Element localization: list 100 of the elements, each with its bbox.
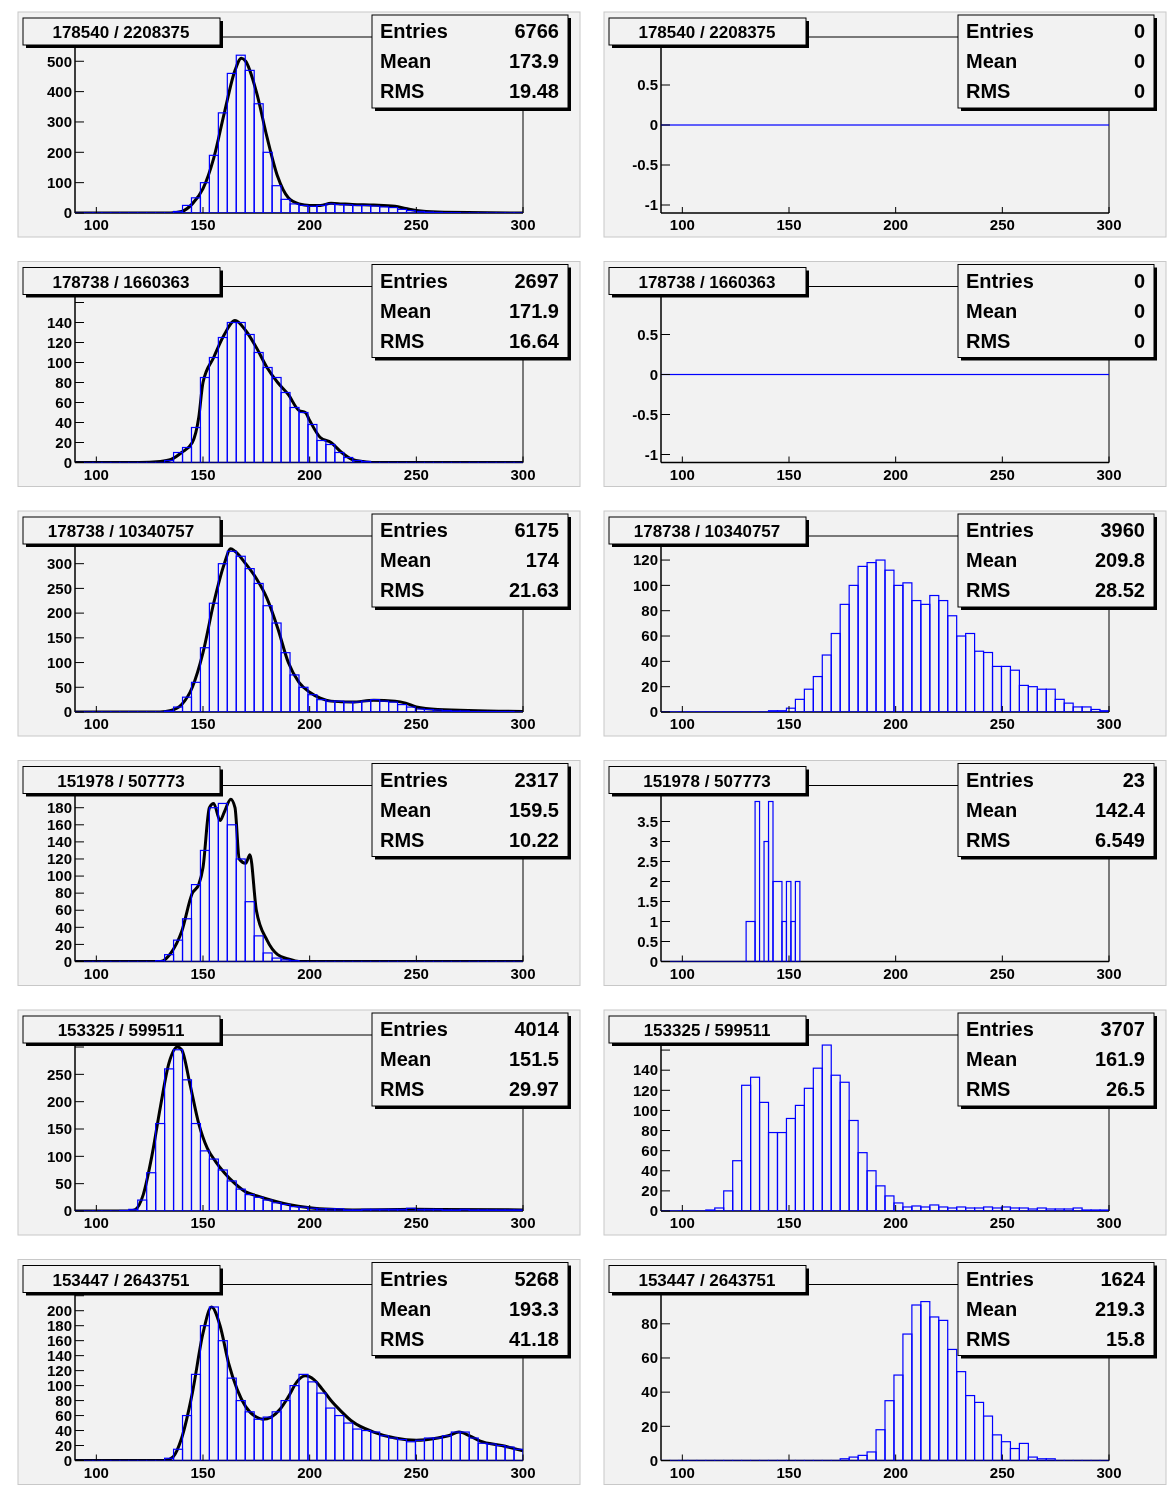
annotation: Mean bbox=[966, 1048, 1018, 1070]
annotation: Entries bbox=[380, 1018, 448, 1040]
x-tick-label: 300 bbox=[510, 715, 536, 732]
x-tick-label: 100 bbox=[669, 216, 695, 233]
x-tick-label: 150 bbox=[190, 465, 216, 483]
y-tick-label: 300 bbox=[46, 113, 72, 131]
y-tick-label: 0 bbox=[63, 204, 72, 222]
annotation: RMS bbox=[966, 579, 1011, 601]
annotation: Entries bbox=[966, 1267, 1034, 1290]
text: 0 bbox=[1133, 329, 1145, 352]
annotation: Entries bbox=[966, 269, 1034, 292]
annotation: 2317 bbox=[514, 768, 559, 791]
x-tick-label: 200 bbox=[297, 465, 323, 483]
y-tick-label: 80 bbox=[641, 1315, 658, 1333]
x-tick-label: 100 bbox=[83, 1463, 109, 1481]
y-tick-label: 400 bbox=[46, 82, 72, 100]
y-tick-label: 140 bbox=[46, 833, 72, 851]
x-tick-label: 300 bbox=[1096, 216, 1122, 233]
annotation: 41.18 bbox=[508, 1327, 559, 1350]
y-tick-label: 200 bbox=[46, 1092, 72, 1110]
y-tick-label: 500 bbox=[46, 52, 72, 70]
x-tick-label: 300 bbox=[1096, 964, 1122, 982]
annotation: 3960 bbox=[1100, 519, 1145, 541]
annotation: Entries bbox=[966, 1018, 1034, 1040]
y-tick-label: 0.5 bbox=[637, 325, 658, 343]
chart-title: 178738 / 10340757 bbox=[633, 522, 781, 541]
annotation: Mean bbox=[380, 50, 432, 72]
x-tick-label: 100 bbox=[669, 1214, 695, 1231]
text: 0 bbox=[1133, 269, 1145, 292]
annotation: Entries bbox=[966, 768, 1034, 791]
y-tick-label: 150 bbox=[46, 629, 72, 647]
y-tick-label: 1 bbox=[649, 912, 658, 930]
chart-title: 178540 / 2208375 bbox=[638, 23, 776, 42]
y-tick-label: -0.5 bbox=[632, 405, 658, 423]
annotation: 29.97 bbox=[508, 1078, 559, 1100]
y-tick-label: 100 bbox=[46, 1147, 72, 1165]
y-tick-label: 100 bbox=[632, 1101, 658, 1119]
text: 0 bbox=[1133, 299, 1145, 322]
annotation: Entries bbox=[380, 269, 448, 292]
y-tick-label: 2.5 bbox=[637, 852, 658, 870]
chart-title: 153447 / 2643751 bbox=[638, 1270, 776, 1290]
x-tick-label: 250 bbox=[403, 1214, 429, 1231]
annotation: Mean bbox=[966, 798, 1018, 821]
y-tick-label: 80 bbox=[641, 601, 658, 619]
chart-title: 178738 / 1660363 bbox=[52, 272, 190, 292]
y-tick-label: 120 bbox=[632, 551, 658, 569]
x-tick-label: 250 bbox=[403, 216, 429, 233]
annotation: 173.9 bbox=[508, 50, 559, 72]
x-tick-label: 300 bbox=[1096, 715, 1122, 732]
y-tick-label: 1.5 bbox=[637, 892, 658, 910]
x-tick-label: 150 bbox=[776, 964, 802, 982]
chart-title: 178738 / 10340757 bbox=[47, 522, 195, 541]
annotation: Mean bbox=[380, 299, 432, 322]
annotation: 26.5 bbox=[1106, 1078, 1145, 1100]
y-tick-label: 60 bbox=[55, 1406, 72, 1424]
y-tick-label: 160 bbox=[46, 1331, 72, 1349]
y-tick-label: 140 bbox=[632, 1061, 658, 1079]
x-tick-label: 300 bbox=[510, 1214, 536, 1231]
y-tick-label: 0 bbox=[63, 453, 72, 471]
x-tick-label: 200 bbox=[883, 1463, 909, 1481]
y-tick-label: 60 bbox=[55, 901, 72, 919]
chart-title: 178738 / 1660363 bbox=[638, 272, 776, 292]
annotation: 10.22 bbox=[508, 828, 559, 851]
annotation: RMS bbox=[966, 828, 1011, 851]
x-tick-label: 200 bbox=[297, 216, 323, 233]
y-tick-label: -1 bbox=[644, 196, 658, 214]
x-tick-label: 200 bbox=[297, 1214, 323, 1231]
y-tick-label: 20 bbox=[641, 1417, 658, 1435]
x-tick-label: 200 bbox=[883, 465, 909, 483]
y-tick-label: 200 bbox=[46, 604, 72, 622]
annotation: Entries bbox=[966, 20, 1034, 42]
annotation: Entries bbox=[966, 519, 1034, 541]
x-tick-label: 200 bbox=[883, 216, 909, 233]
x-tick-label: 100 bbox=[83, 465, 109, 483]
annotation: Mean bbox=[380, 549, 432, 571]
annotation: 161.9 bbox=[1094, 1048, 1145, 1070]
y-tick-label: 0 bbox=[63, 1202, 72, 1220]
y-tick-label: 20 bbox=[55, 1436, 72, 1454]
x-tick-label: 250 bbox=[403, 964, 429, 982]
x-tick-label: 150 bbox=[190, 1463, 216, 1481]
y-tick-label: 60 bbox=[55, 393, 72, 411]
y-tick-label: 50 bbox=[55, 678, 72, 696]
x-tick-label: 150 bbox=[776, 465, 802, 483]
annotation: 3707 bbox=[1100, 1018, 1145, 1040]
x-tick-label: 100 bbox=[83, 964, 109, 982]
y-tick-label: 0.5 bbox=[637, 932, 658, 950]
y-tick-label: 80 bbox=[55, 373, 72, 391]
x-tick-label: 250 bbox=[989, 465, 1015, 483]
x-tick-label: 300 bbox=[1096, 465, 1122, 483]
x-tick-label: 250 bbox=[989, 1214, 1015, 1231]
x-tick-label: 300 bbox=[510, 216, 536, 233]
y-tick-label: 40 bbox=[55, 413, 72, 431]
annotation: 171.9 bbox=[508, 299, 559, 322]
y-tick-label: 3 bbox=[649, 832, 658, 850]
x-tick-label: 150 bbox=[776, 715, 802, 732]
y-tick-label: 0 bbox=[649, 952, 658, 970]
y-tick-label: 0 bbox=[63, 952, 72, 970]
x-tick-label: 300 bbox=[1096, 1463, 1122, 1481]
y-tick-label: 20 bbox=[641, 1182, 658, 1200]
chart-title: 153325 / 599511 bbox=[643, 1021, 771, 1040]
